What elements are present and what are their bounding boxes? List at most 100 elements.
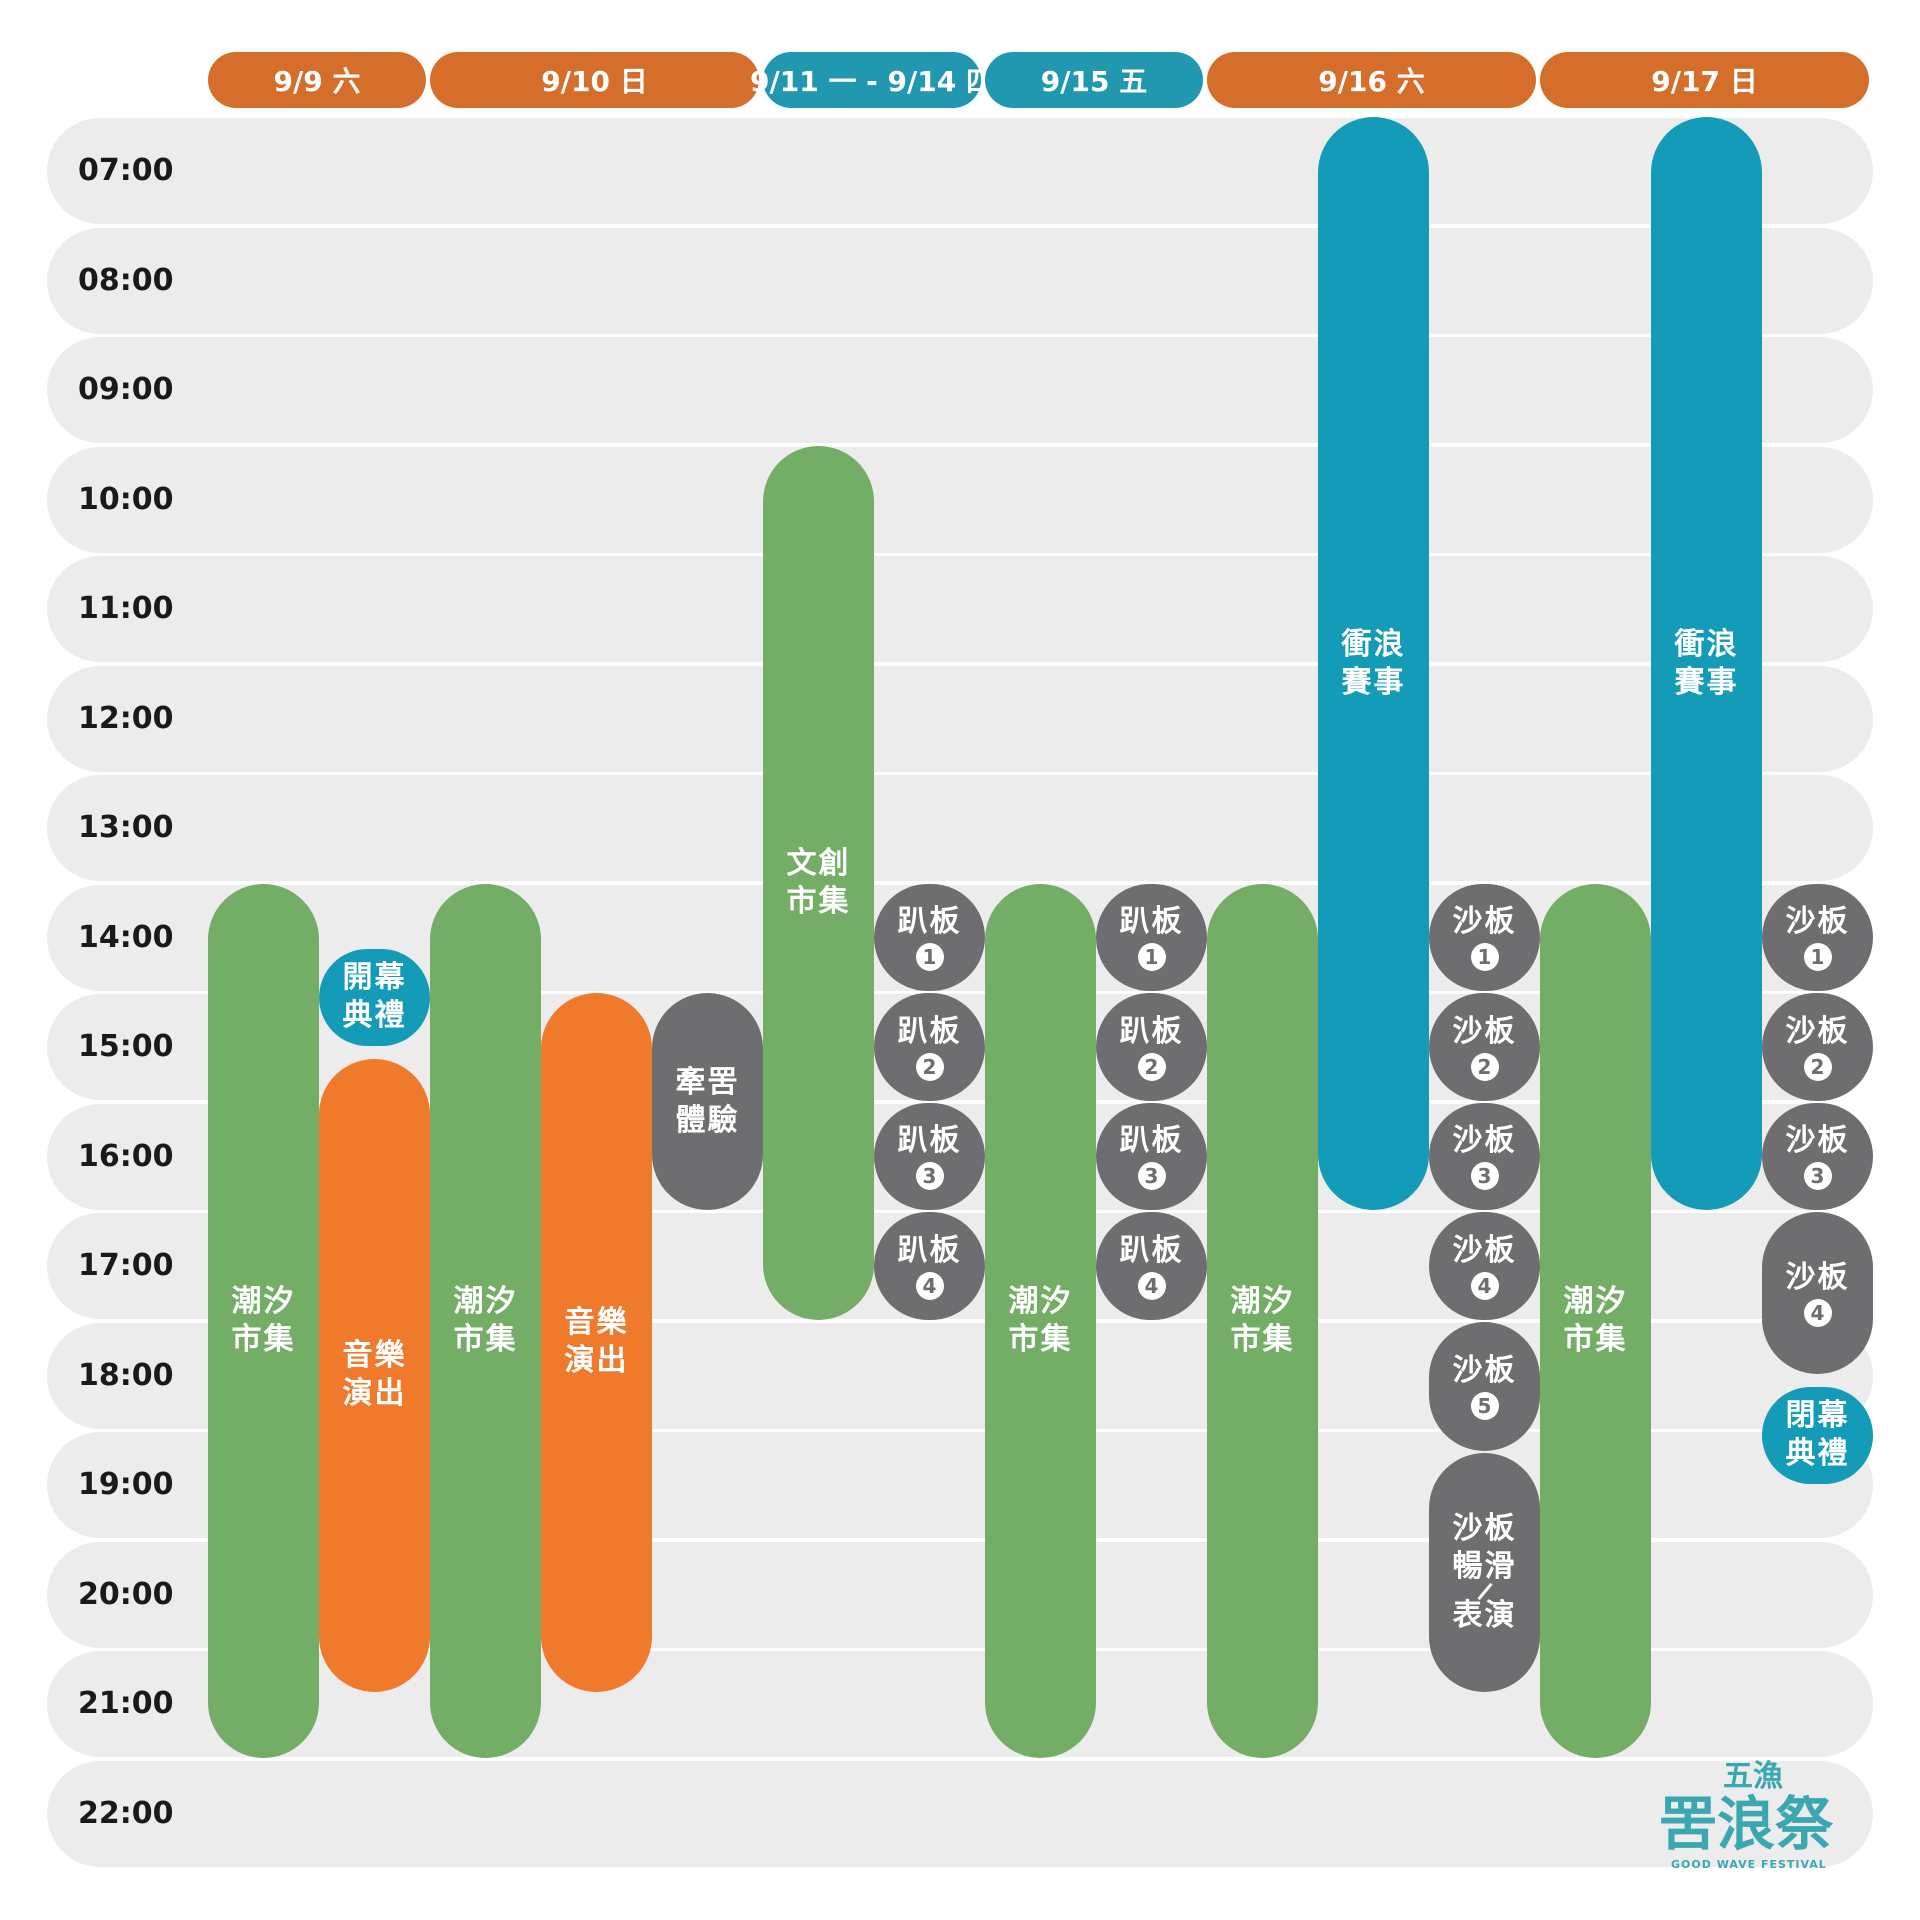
hour-label: 10:00 xyxy=(78,481,174,517)
event-block: 趴板 3 xyxy=(874,1102,985,1210)
event-label: 沙板 xyxy=(1452,904,1517,940)
event-label: 沙板 xyxy=(1452,1123,1517,1159)
session-number-badge: 1 xyxy=(915,943,944,972)
event-block: 潮汐 市集 xyxy=(1207,883,1318,1758)
day-header-2: 9/10 日 xyxy=(430,52,759,108)
event-label: 牽罟 xyxy=(675,1064,740,1100)
event-label: 演出 xyxy=(564,1343,629,1379)
event-label: 閉幕 xyxy=(1785,1398,1850,1434)
event-block: 沙板 1 xyxy=(1429,883,1540,991)
event-block: 沙板 3 xyxy=(1762,1102,1873,1210)
hour-row xyxy=(47,665,1873,772)
event-label: 暢滑 xyxy=(1452,1548,1517,1584)
hour-label: 09:00 xyxy=(78,372,174,407)
event-label: 演出 xyxy=(342,1376,407,1412)
event-label: 趴板 xyxy=(1119,1232,1184,1268)
day-header-1: 9/9 六 xyxy=(208,52,426,108)
hour-label: 11:00 xyxy=(78,591,174,626)
session-number-badge: 4 xyxy=(1803,1299,1832,1328)
event-label: 典禮 xyxy=(342,998,407,1034)
day-header-3: 9/11 一 - 9/14 四 xyxy=(750,52,994,108)
session-number-badge: 5 xyxy=(1470,1392,1499,1421)
day-header-6: 9/17 日 xyxy=(1540,52,1869,108)
hour-row xyxy=(47,337,1873,443)
event-label: 沙板 xyxy=(1785,904,1850,940)
event-label: 沙板 xyxy=(1452,1510,1517,1546)
hour-label: 17:00 xyxy=(78,1248,174,1283)
hour-label: 13:00 xyxy=(78,810,174,845)
session-number-badge: 2 xyxy=(1137,1052,1166,1081)
hour-row xyxy=(47,227,1873,334)
day-header-5: 9/16 六 xyxy=(1207,52,1536,108)
event-label: 市集 xyxy=(1230,1321,1295,1357)
event-label: 沙板 xyxy=(1452,1353,1517,1389)
event-label: 沙板 xyxy=(1785,1013,1850,1049)
event-label: 趴板 xyxy=(1119,1013,1184,1049)
event-label: 趴板 xyxy=(897,1123,962,1159)
event-label: 潮汐 xyxy=(231,1283,296,1319)
event-block: 潮汐 市集 xyxy=(1540,883,1651,1758)
session-number-badge: 1 xyxy=(1470,943,1499,972)
hour-label: 08:00 xyxy=(78,262,174,298)
event-label: 趴板 xyxy=(1119,904,1184,940)
event-block: 文創 市集 xyxy=(763,445,874,1320)
event-label: 體驗 xyxy=(675,1102,740,1138)
session-number-badge: 3 xyxy=(915,1162,944,1191)
event-block: 趴板 3 xyxy=(1096,1102,1207,1210)
event-label: 衝浪 xyxy=(1674,626,1739,662)
hour-label: 20:00 xyxy=(78,1576,174,1612)
event-label: 音樂 xyxy=(342,1338,407,1374)
event-label: 賽事 xyxy=(1674,664,1739,700)
event-block: 潮汐 市集 xyxy=(208,883,319,1758)
session-number-badge: 1 xyxy=(1803,943,1832,972)
hour-label: 19:00 xyxy=(78,1467,174,1502)
event-block: 衝浪 賽事 xyxy=(1318,117,1429,1210)
event-label: 音樂 xyxy=(564,1305,629,1341)
session-number-badge: 3 xyxy=(1137,1162,1166,1191)
event-block: 閉幕 典禮 xyxy=(1762,1387,1873,1484)
event-label: 沙板 xyxy=(1452,1232,1517,1268)
event-block: 沙板 3 xyxy=(1429,1102,1540,1210)
event-label: 開幕 xyxy=(342,960,407,996)
event-label: 市集 xyxy=(1563,1321,1628,1357)
hour-label: 07:00 xyxy=(78,153,174,188)
event-label: 趴板 xyxy=(1119,1123,1184,1159)
session-number-badge: 4 xyxy=(1470,1271,1499,1300)
event-label: 市集 xyxy=(1008,1321,1073,1357)
day-header-4: 9/15 五 xyxy=(985,52,1203,108)
event-block: 沙板 5 xyxy=(1429,1321,1540,1451)
logo-sub-text: GOOD WAVE FESTIVAL xyxy=(1671,1858,1827,1871)
event-label: 表演 xyxy=(1452,1597,1517,1633)
event-block: 沙板 2 xyxy=(1762,993,1873,1101)
event-block: 潮汐 市集 xyxy=(985,883,1096,1758)
hour-label: 15:00 xyxy=(78,1029,174,1064)
event-label: 衝浪 xyxy=(1341,626,1406,662)
event-block: 沙板 4 xyxy=(1429,1212,1540,1320)
event-block: 沙板 4 xyxy=(1762,1212,1873,1375)
hour-row xyxy=(47,556,1873,662)
event-label: 潮汐 xyxy=(1230,1283,1295,1319)
event-label: 潮汐 xyxy=(453,1283,518,1319)
hour-label: 14:00 xyxy=(78,919,174,955)
event-label: 沙板 xyxy=(1452,1013,1517,1049)
event-label: 文創 xyxy=(786,845,851,881)
session-number-badge: 4 xyxy=(915,1271,944,1300)
hour-row xyxy=(47,118,1873,224)
event-block: 衝浪 賽事 xyxy=(1651,117,1762,1210)
hour-label: 18:00 xyxy=(78,1357,174,1393)
event-block: 趴板 4 xyxy=(1096,1212,1207,1320)
event-block: 牽罟 體驗 xyxy=(652,993,763,1210)
event-block: 趴板 2 xyxy=(1096,993,1207,1101)
event-block: 趴板 4 xyxy=(874,1212,985,1320)
event-block: 趴板 1 xyxy=(874,883,985,991)
session-number-badge: 4 xyxy=(1137,1271,1166,1300)
event-block: 開幕 典禮 xyxy=(319,949,430,1046)
hour-label: 12:00 xyxy=(78,700,174,736)
hour-row xyxy=(47,446,1873,553)
event-block: 趴板 2 xyxy=(874,993,985,1101)
event-label: 市集 xyxy=(231,1321,296,1357)
event-label: 趴板 xyxy=(897,904,962,940)
event-block: 沙板 1 xyxy=(1762,883,1873,991)
event-label: 市集 xyxy=(786,883,851,919)
